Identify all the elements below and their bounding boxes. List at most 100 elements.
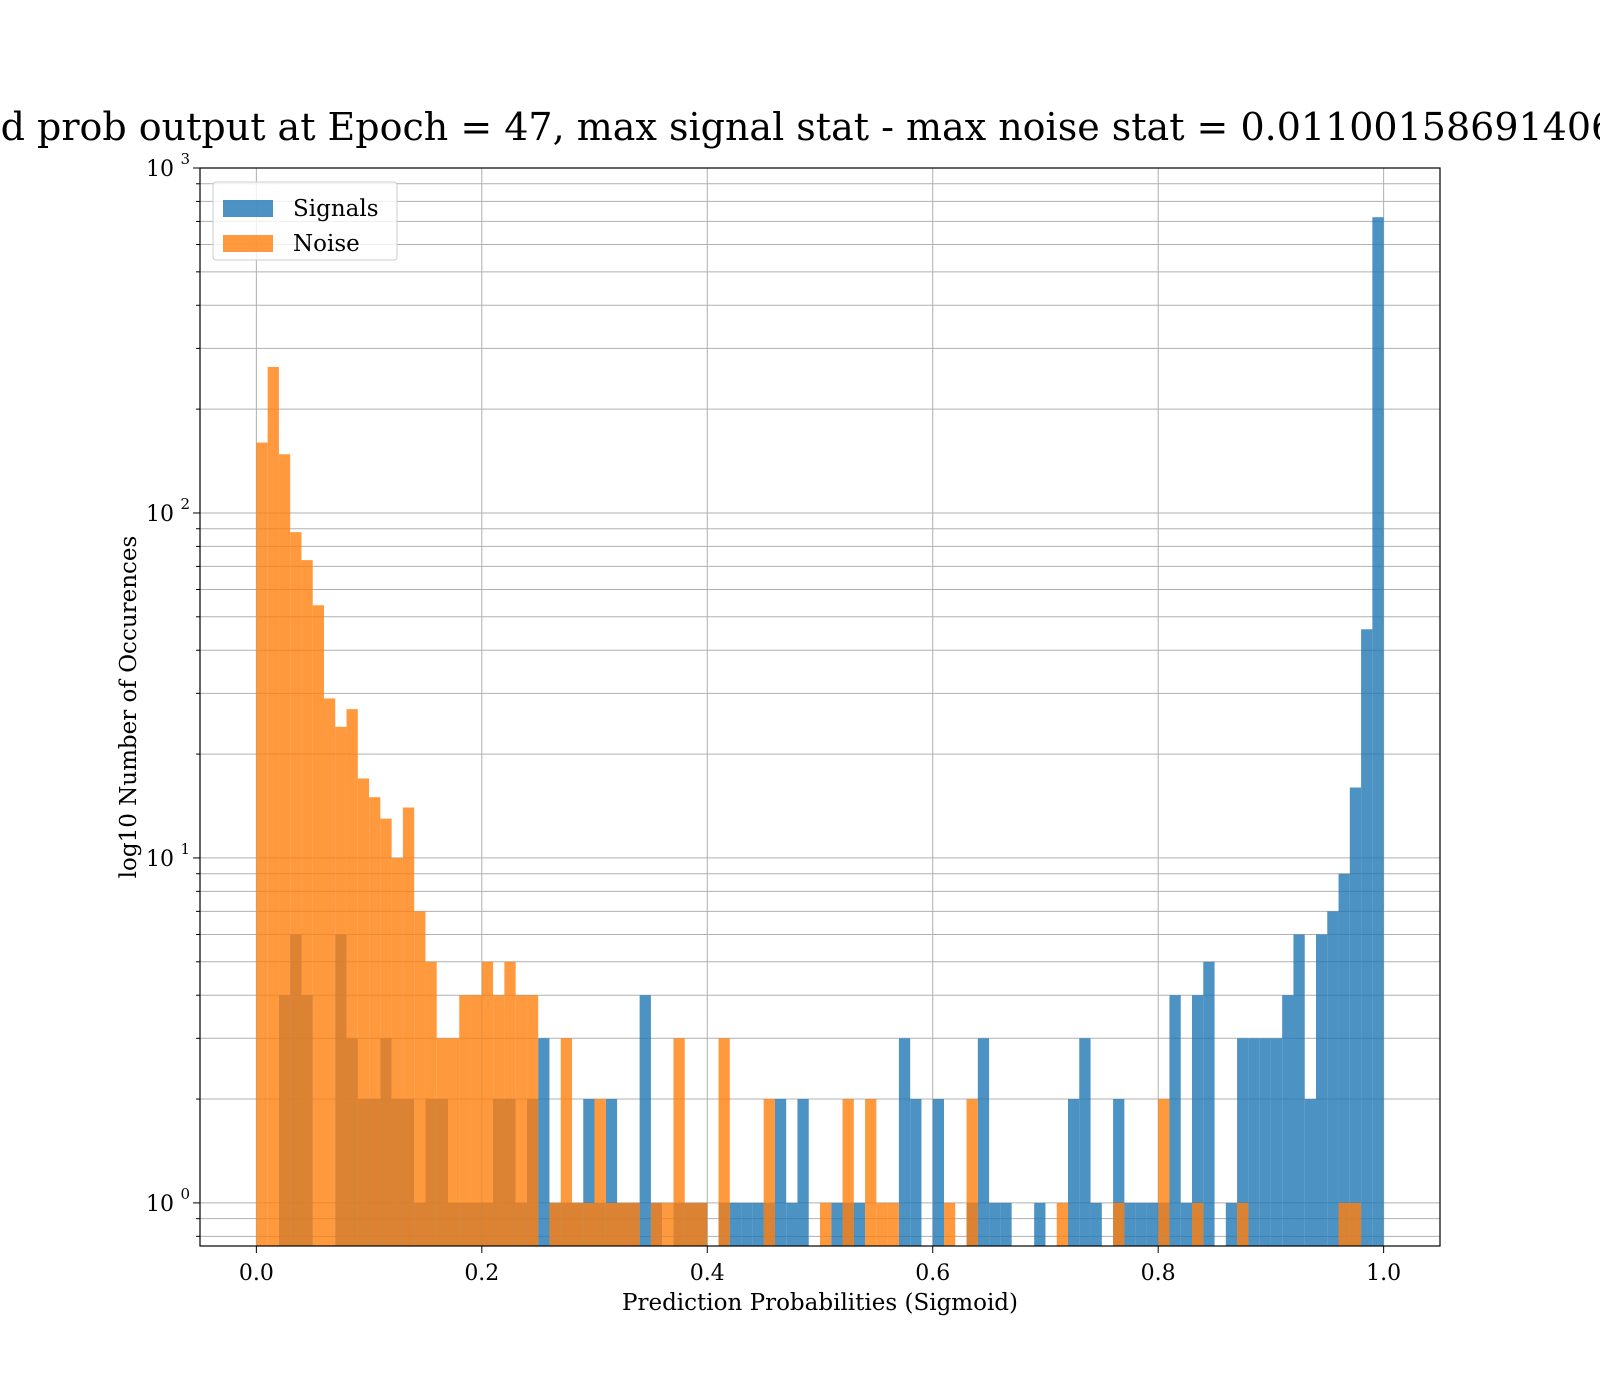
x-axis-label: Prediction Probabilities (Sigmoid) xyxy=(622,1290,1018,1316)
bar-signals xyxy=(583,1099,595,1246)
bar-signals xyxy=(605,1099,618,1246)
bar-signals xyxy=(774,1099,787,1246)
bar-signals xyxy=(1316,934,1328,1246)
bar-noise xyxy=(966,1099,978,1246)
bar-signals xyxy=(1068,1099,1080,1246)
bar-signals xyxy=(1270,1038,1283,1246)
bar-noise xyxy=(369,797,381,1246)
bar-signals xyxy=(639,995,651,1246)
x-tick-label: 0.6 xyxy=(915,1261,950,1286)
bar-signals xyxy=(1372,217,1384,1246)
bar-signals xyxy=(752,1202,764,1246)
bar-signals xyxy=(1203,961,1215,1246)
bar-signals xyxy=(1361,629,1373,1246)
bar-signals xyxy=(797,1099,809,1246)
bar-noise xyxy=(944,1202,956,1246)
y-tick-label: 10 xyxy=(146,502,174,527)
bar-signals xyxy=(729,1202,742,1246)
bar-signals xyxy=(1327,911,1339,1246)
y-tick-exponent: 0 xyxy=(180,1185,190,1203)
bar-signals xyxy=(741,1202,753,1246)
bar-noise xyxy=(357,778,370,1246)
bar-noise xyxy=(448,1038,460,1246)
legend-swatch-signals xyxy=(223,200,273,217)
bar-noise xyxy=(1237,1202,1249,1246)
bar-noise xyxy=(335,726,347,1246)
bar-noise xyxy=(1113,1202,1125,1246)
bar-signals xyxy=(932,1099,944,1246)
bar-noise xyxy=(436,1038,448,1246)
bar-noise xyxy=(1158,1099,1170,1246)
bar-signals xyxy=(786,1202,798,1246)
bar-signals xyxy=(1146,1202,1159,1246)
bar-signals xyxy=(1338,873,1350,1246)
bar-signals xyxy=(898,1038,911,1246)
bar-signals xyxy=(1349,787,1362,1246)
axis-ticks: 0.0 0.2 0.4 0.6 0.8 1.0 10 0 10 1 10 2 10 3 xyxy=(146,150,1401,1286)
bar-noise xyxy=(324,698,336,1246)
bar-signals xyxy=(1079,1038,1091,1246)
y-tick-label: 10 xyxy=(146,847,174,872)
bar-signals xyxy=(831,1202,843,1246)
x-tick-label: 0.4 xyxy=(690,1261,725,1286)
bar-signals xyxy=(538,1038,550,1246)
bar-noise xyxy=(684,1202,696,1246)
bar-noise xyxy=(267,366,279,1246)
bar-noise xyxy=(763,1099,775,1246)
bar-signals xyxy=(1113,1099,1125,1246)
bar-signals xyxy=(1259,1038,1271,1246)
bar-noise xyxy=(493,995,505,1246)
bar-noise xyxy=(1338,1202,1350,1246)
bar-noise xyxy=(887,1202,899,1246)
bar-signals xyxy=(1124,1202,1136,1246)
bar-noise xyxy=(662,1202,674,1246)
bar-noise xyxy=(278,454,291,1246)
bar-noise xyxy=(380,818,392,1246)
bar-signals xyxy=(1237,1038,1249,1246)
bar-noise xyxy=(718,1038,730,1246)
bar-noise xyxy=(617,1202,629,1246)
x-tick-label: 0.8 xyxy=(1141,1261,1176,1286)
bar-noise xyxy=(402,807,415,1246)
bar-signals xyxy=(1304,1099,1316,1246)
bar-noise xyxy=(504,961,516,1246)
bar-signals xyxy=(1169,995,1181,1246)
bar-noise xyxy=(560,1038,572,1246)
bar-noise xyxy=(414,911,426,1246)
bar-noise xyxy=(526,995,539,1246)
bar-noise xyxy=(346,709,358,1246)
y-tick-exponent: 3 xyxy=(180,150,190,168)
bar-noise xyxy=(650,1202,663,1246)
bar-noise xyxy=(673,1038,685,1246)
bar-noise xyxy=(515,995,527,1246)
bar-noise xyxy=(481,961,494,1246)
bar-noise xyxy=(391,857,403,1246)
bar-signals xyxy=(1282,995,1294,1246)
bar-noise xyxy=(290,532,302,1246)
chart-title: d prob output at Epoch = 47, max signal … xyxy=(1,105,1600,149)
bar-signals xyxy=(1135,1202,1147,1246)
legend-label-noise: Noise xyxy=(293,231,360,257)
bar-noise xyxy=(628,1202,640,1246)
histogram-bars xyxy=(256,217,1384,1247)
bar-signals xyxy=(1293,934,1305,1246)
bar-signals xyxy=(1180,1202,1192,1246)
bar-noise xyxy=(594,1099,606,1246)
bar-signals xyxy=(1034,1202,1046,1246)
bar-noise xyxy=(301,560,313,1246)
bar-noise xyxy=(1192,1202,1204,1246)
bar-signals xyxy=(853,1202,866,1246)
bar-noise xyxy=(256,442,268,1247)
bar-signals xyxy=(1225,1202,1238,1246)
plot-frame xyxy=(199,167,1441,1247)
bar-signals xyxy=(910,1099,922,1246)
bar-signals xyxy=(989,1202,1001,1246)
series-noise xyxy=(256,366,1362,1247)
bar-noise xyxy=(312,605,324,1246)
bar-signals xyxy=(1000,1202,1012,1246)
bar-signals xyxy=(1192,995,1204,1246)
bar-noise xyxy=(583,1202,595,1246)
bar-noise xyxy=(605,1202,618,1246)
bar-noise xyxy=(425,961,437,1246)
legend-swatch-noise xyxy=(223,235,273,252)
